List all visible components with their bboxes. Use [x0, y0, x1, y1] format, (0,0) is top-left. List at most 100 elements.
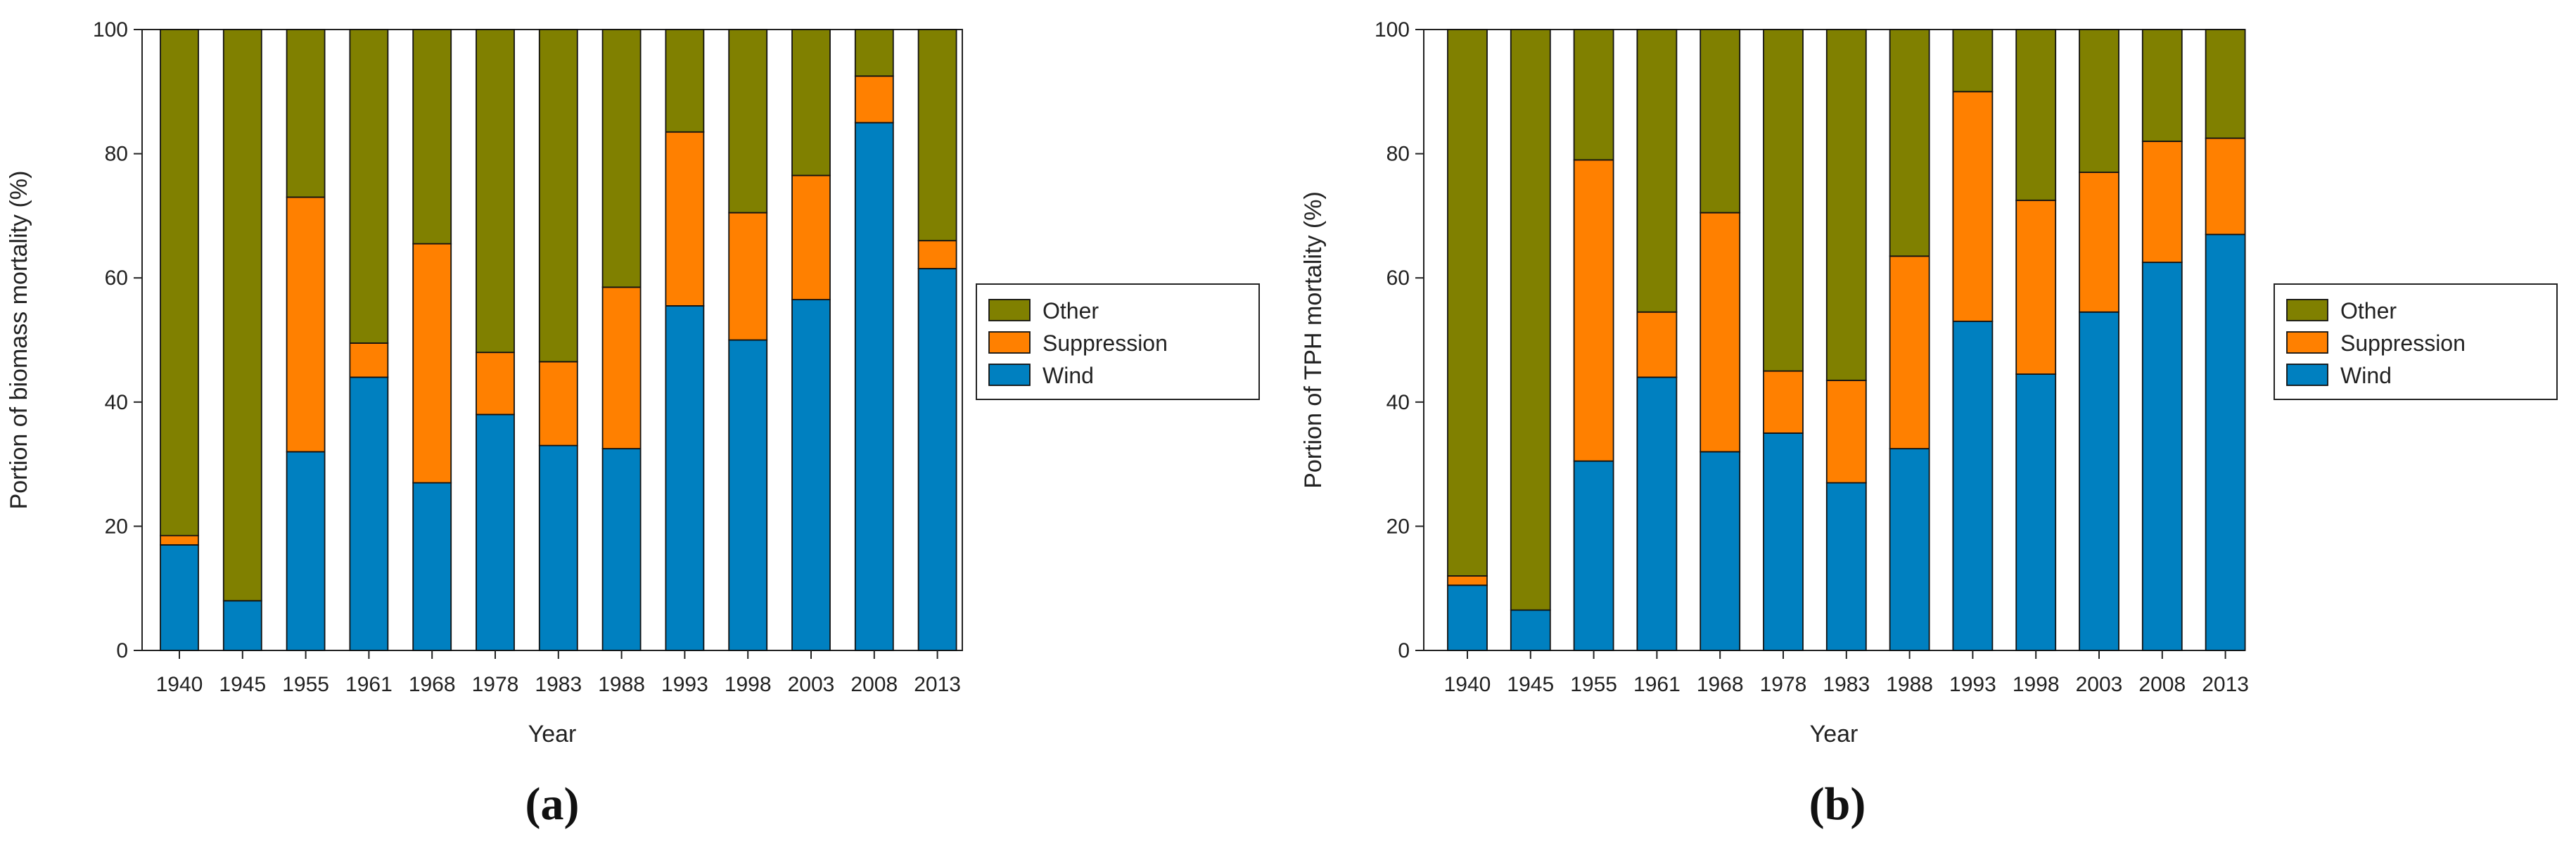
bar-suppression — [1447, 575, 1488, 586]
x-tick-label: 1978 — [472, 673, 519, 696]
panel-caption: (a) — [525, 778, 580, 830]
bar-other — [917, 29, 957, 242]
legend-label-other: Other — [2340, 298, 2397, 323]
bar-suppression — [286, 196, 326, 453]
y-tick-label: 80 — [1386, 143, 1410, 166]
bar-other — [1763, 29, 1804, 372]
legend: Other Suppression Wind — [2274, 283, 2558, 400]
x-tick-label: 1998 — [725, 673, 772, 696]
bar-other — [286, 29, 326, 198]
x-tick-label: 1978 — [1760, 673, 1807, 696]
bar-other — [1700, 29, 1741, 214]
bar-wind — [917, 268, 957, 651]
bar-other — [412, 29, 452, 245]
bar-other — [728, 29, 768, 214]
bar-suppression — [2079, 172, 2119, 313]
legend-swatch-other — [988, 299, 1031, 321]
bar-wind — [2205, 233, 2246, 651]
x-tick-label: 2008 — [2138, 673, 2186, 696]
bar-wind — [791, 299, 831, 651]
bar-suppression — [160, 534, 199, 546]
bar-wind — [222, 600, 262, 651]
bar-suppression — [349, 342, 389, 378]
bar-suppression — [2205, 137, 2246, 236]
x-tick-label: 1993 — [661, 673, 708, 696]
bar-suppression — [791, 174, 831, 301]
x-tick-label: 1961 — [1633, 673, 1681, 696]
legend-swatch-wind — [2286, 364, 2328, 386]
bar-suppression — [601, 286, 642, 449]
bar-suppression — [665, 131, 705, 307]
bar-wind — [1510, 609, 1551, 651]
y-tick-label: 80 — [105, 143, 128, 166]
panel-caption: (b) — [1809, 778, 1866, 830]
x-tick-label: 2003 — [788, 673, 835, 696]
bar-wind — [2141, 262, 2183, 651]
bar-suppression — [476, 352, 515, 416]
x-tick-label: 1988 — [598, 673, 645, 696]
x-tick-label: 1961 — [345, 673, 393, 696]
legend: Other Suppression Wind — [976, 283, 1260, 400]
x-tick-label: 1955 — [1570, 673, 1617, 696]
y-tick-label: 60 — [105, 267, 128, 290]
bar-other — [2079, 29, 2119, 173]
bar-wind — [412, 482, 452, 651]
y-axis-label: Portion of biomass mortality (%) — [6, 171, 32, 510]
bar-wind — [728, 339, 768, 651]
bar-wind — [2079, 311, 2119, 651]
bar-other — [1952, 29, 1994, 93]
bar-suppression — [412, 243, 452, 484]
x-tick-label: 1983 — [535, 673, 582, 696]
x-axis-label: Year — [1810, 721, 1858, 747]
bar-other — [2015, 29, 2057, 201]
bar-wind — [854, 122, 894, 651]
bar-suppression — [1700, 212, 1741, 453]
legend-label-wind: Wind — [1042, 363, 1094, 388]
x-tick-label: 1983 — [1823, 673, 1870, 696]
bar-other — [1573, 29, 1614, 161]
bar-other — [1825, 29, 1867, 381]
bar-wind — [1573, 460, 1614, 651]
bar-suppression — [854, 75, 894, 124]
bar-suppression — [1952, 91, 1994, 322]
bar-wind — [538, 444, 578, 651]
x-tick-label: 1968 — [409, 673, 456, 696]
bar-other — [854, 29, 894, 77]
y-axis-label: Portion of TPH mortality (%) — [1300, 191, 1327, 489]
bar-other — [2141, 29, 2183, 142]
y-tick-label: 40 — [1386, 391, 1410, 414]
x-tick-label: 1998 — [2013, 673, 2060, 696]
bar-other — [1510, 29, 1551, 611]
bar-wind — [601, 448, 642, 651]
legend-swatch-suppression — [2286, 331, 2328, 354]
y-tick-label: 60 — [1386, 267, 1410, 290]
y-tick-label: 100 — [1375, 18, 1410, 41]
bar-wind — [1700, 451, 1741, 651]
bar-other — [538, 29, 578, 363]
bar-suppression — [1573, 159, 1614, 462]
x-tick-label: 2003 — [2076, 673, 2123, 696]
x-tick-label: 2008 — [850, 673, 898, 696]
bar-suppression — [728, 212, 768, 341]
legend-label-wind: Wind — [2340, 363, 2392, 388]
panel-b: 0 20 40 60 80 100 Portion of TPH mortality (%)… — [1300, 18, 2558, 830]
y-tick-label: 100 — [93, 18, 128, 41]
legend-swatch-other — [2286, 299, 2328, 321]
bar-suppression — [1763, 370, 1804, 434]
bar-wind — [2015, 373, 2057, 651]
x-tick-label: 1945 — [1507, 673, 1554, 696]
x-tick-label: 2013 — [914, 673, 961, 696]
legend-label-suppression: Suppression — [1042, 330, 1168, 356]
bar-wind — [286, 451, 326, 651]
x-tick-label: 1945 — [219, 673, 266, 696]
bar-other — [665, 29, 705, 133]
x-axis-label: Year — [528, 721, 577, 747]
bar-wind — [665, 305, 705, 651]
bar-suppression — [2141, 141, 2183, 264]
bar-wind — [1763, 432, 1804, 651]
panel-a: 0 20 40 60 80 100 Portion of biomass mortality… — [6, 18, 1260, 830]
bar-other — [601, 29, 642, 288]
bar-wind — [1825, 482, 1867, 651]
x-tick-label: 1988 — [1886, 673, 1933, 696]
